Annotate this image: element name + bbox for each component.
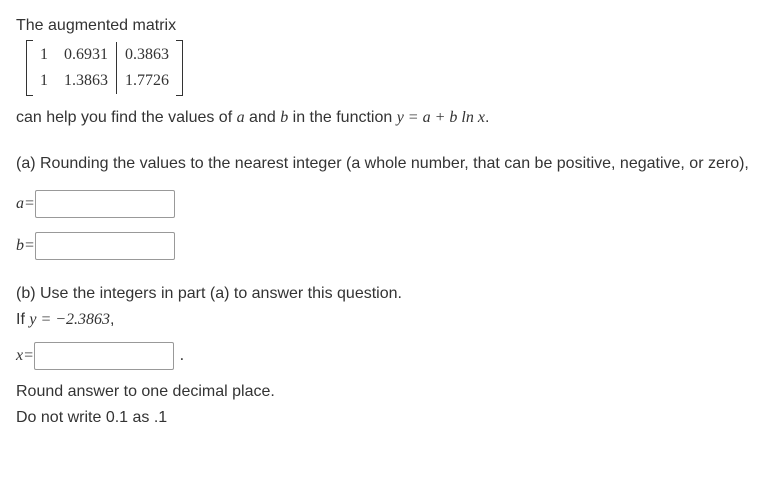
input-b[interactable] (35, 232, 175, 260)
part-a-text: (a) Rounding the values to the nearest i… (16, 152, 758, 176)
rounding-instruction-1: Round answer to one decimal place. (16, 380, 758, 404)
part-b-line2: If y = −2.3863, (16, 308, 758, 332)
intro-text: The augmented matrix (16, 14, 758, 38)
label-b: b= (16, 234, 35, 258)
matrix-cell: 1 (32, 42, 56, 68)
matrix-cell: 1.7726 (117, 68, 178, 94)
rounding-instruction-2: Do not write 0.1 as .1 (16, 406, 758, 430)
input-x[interactable] (34, 342, 174, 370)
matrix-cell: 1.3863 (56, 68, 117, 94)
label-a: a= (16, 192, 35, 216)
matrix-cell: 1 (32, 68, 56, 94)
label-x: x= (16, 344, 34, 368)
function-line: can help you find the values of a and b … (16, 106, 758, 130)
augmented-matrix: 1 0.6931 0.3863 1 1.3863 1.7726 (26, 40, 183, 104)
part-b-line1: (b) Use the integers in part (a) to answ… (16, 282, 758, 306)
matrix-cell: 0.3863 (117, 42, 178, 68)
matrix-cell: 0.6931 (56, 42, 117, 68)
trailing-period: . (180, 344, 184, 368)
input-a[interactable] (35, 190, 175, 218)
